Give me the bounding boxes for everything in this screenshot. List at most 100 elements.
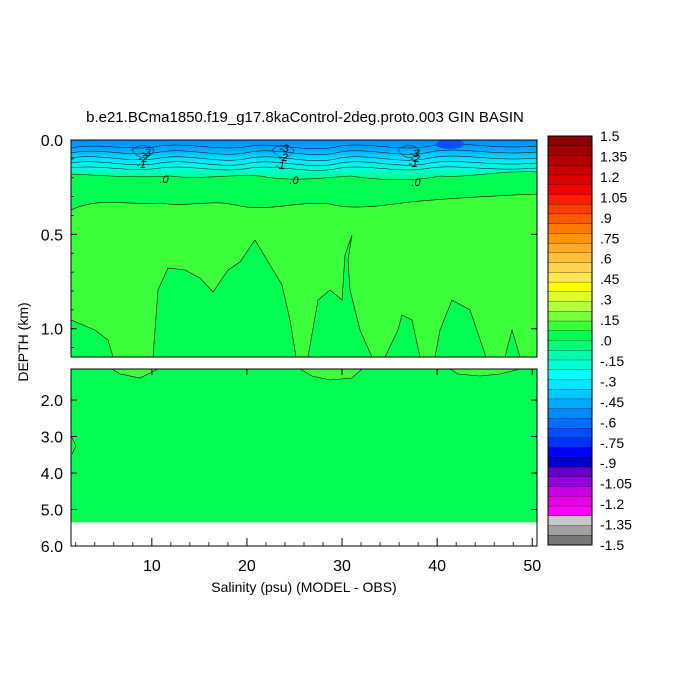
- colorbar-swatch: [547, 291, 593, 302]
- contour-label: -3: [279, 143, 290, 155]
- x-tick-label: 30: [333, 558, 351, 575]
- colorbar-swatch: [547, 135, 593, 147]
- y-tick-label: 2.0: [41, 393, 63, 410]
- colorbar-swatch: [547, 408, 593, 419]
- colorbar-swatch: [547, 262, 593, 273]
- contour-label: -1: [136, 159, 146, 171]
- colorbar-swatch: [547, 320, 593, 332]
- contour-label: -3: [409, 148, 420, 160]
- lower-panel: [71, 369, 537, 546]
- colorbar-swatch: [547, 311, 593, 322]
- colorbar-label: .6: [600, 251, 612, 267]
- colorbar-label: -.15: [600, 353, 624, 369]
- colorbar-label: .9: [600, 210, 612, 226]
- colorbar-swatch: [547, 242, 593, 254]
- y-tick-label: 5.0: [41, 503, 63, 520]
- colorbar-swatch: [547, 204, 593, 215]
- chart-title: b.e21.BCma1850.f19_g17.8kaControl-2deg.p…: [86, 109, 524, 126]
- colorbar-swatch: [547, 350, 593, 361]
- lower-left-feature: [71, 435, 77, 455]
- colorbar-swatch: [547, 145, 593, 156]
- colorbar-swatch: [547, 340, 593, 351]
- colorbar-swatch: [547, 466, 593, 478]
- colorbar-swatch: [547, 184, 593, 195]
- y-ticks-upper: 0.0 0.5 1.0: [41, 133, 537, 348]
- colorbar-label: 1.05: [600, 189, 627, 205]
- contour-label: -1: [275, 160, 285, 172]
- colorbar-swatch: [547, 496, 593, 507]
- lower-panel-background: [71, 369, 537, 546]
- colorbar-swatch: [547, 252, 593, 264]
- colorbar-swatch: [547, 525, 593, 536]
- y-tick-label: 1.0: [41, 322, 63, 339]
- colorbar-label: 1.5: [600, 128, 620, 144]
- no-data-region: [71, 522, 537, 546]
- colorbar-swatch: [547, 447, 593, 458]
- colorbar-label: 1.35: [600, 148, 627, 164]
- upper-panel-frame: [70, 139, 538, 358]
- colorbar-swatch: [547, 359, 593, 371]
- surface-minimum-core: [436, 140, 464, 149]
- y-axis-label: DEPTH (km): [15, 302, 31, 381]
- colorbar-label: -1.05: [600, 476, 632, 492]
- x-ticks: 10 20 30 40 50: [75, 369, 541, 575]
- colorbar-swatch: [547, 389, 593, 400]
- plume-region: [71, 193, 537, 357]
- contour-label: .0: [411, 177, 421, 189]
- colorbar-label: .45: [600, 271, 620, 287]
- y-tick-label: 0.5: [41, 227, 63, 244]
- colorbar-swatch: [547, 272, 593, 283]
- colorbar-swatch: [547, 398, 593, 410]
- contour-label: -3: [141, 147, 152, 159]
- lower-plume-edge: [111, 369, 521, 381]
- contour-label: .0: [289, 175, 299, 187]
- y-tick-label: 3.0: [41, 430, 63, 447]
- colorbar-swatch: [547, 535, 593, 546]
- contour-label: -1: [408, 158, 418, 170]
- colorbar-swatch: [547, 437, 593, 449]
- x-tick-label: 10: [143, 558, 161, 575]
- colorbar-swatch: [547, 457, 593, 468]
- x-tick-label: 50: [523, 558, 541, 575]
- colorbar-label: -.6: [600, 414, 617, 430]
- upper-panel: [71, 140, 537, 357]
- colorbar-label: -1.5: [600, 537, 624, 553]
- colorbar-swatch: [547, 233, 593, 244]
- colorbar-label: .3: [600, 292, 612, 308]
- colorbar-label: -.75: [600, 435, 624, 451]
- x-tick-label: 20: [238, 558, 256, 575]
- contour-label: -2: [278, 152, 288, 164]
- x-axis-label: Salinity (psu) (MODEL - OBS): [211, 579, 396, 595]
- colorbar-label: -.9: [600, 455, 617, 471]
- colorbar-swatch: [547, 194, 593, 205]
- colorbar-swatch: [547, 379, 593, 390]
- colorbar-swatch: [547, 165, 593, 176]
- colorbar-label: -.45: [600, 394, 624, 410]
- contour-label: -2: [410, 153, 420, 165]
- contour-label: .0: [159, 174, 169, 186]
- colorbar-swatch: [547, 155, 593, 166]
- y-tick-label: 0.0: [41, 133, 63, 150]
- contour-label: -2: [138, 153, 148, 165]
- y-tick-label: 6.0: [41, 539, 63, 556]
- colorbar-frame: [547, 135, 593, 546]
- y-ticks-lower: 2.0 3.0 4.0 5.0 6.0: [41, 393, 537, 556]
- colorbar-label: -1.2: [600, 496, 624, 512]
- colorbar: 1.5 1.35 1.2 1.05 .9 .75 .6 .45 .3 .15 .0 -.15 -.3 -.…: [547, 128, 632, 553]
- y-tick-label: 4.0: [41, 466, 63, 483]
- colorbar-swatch: [547, 427, 593, 439]
- colorbar-label: -.3: [600, 373, 617, 389]
- colorbar-swatch: [547, 418, 593, 429]
- colorbar-swatch: [547, 174, 593, 186]
- colorbar-label: .75: [600, 230, 620, 246]
- colorbar-label: -1.35: [600, 517, 632, 533]
- colorbar-swatch: [547, 369, 593, 380]
- colorbar-swatch: [547, 330, 593, 341]
- colorbar-swatch: [547, 223, 593, 234]
- colorbar-swatch: [547, 505, 593, 517]
- colorbar-label: .15: [600, 312, 620, 328]
- colorbar-swatch: [547, 515, 593, 526]
- colorbar-label: .0: [600, 333, 612, 349]
- colorbar-swatch: [547, 213, 593, 225]
